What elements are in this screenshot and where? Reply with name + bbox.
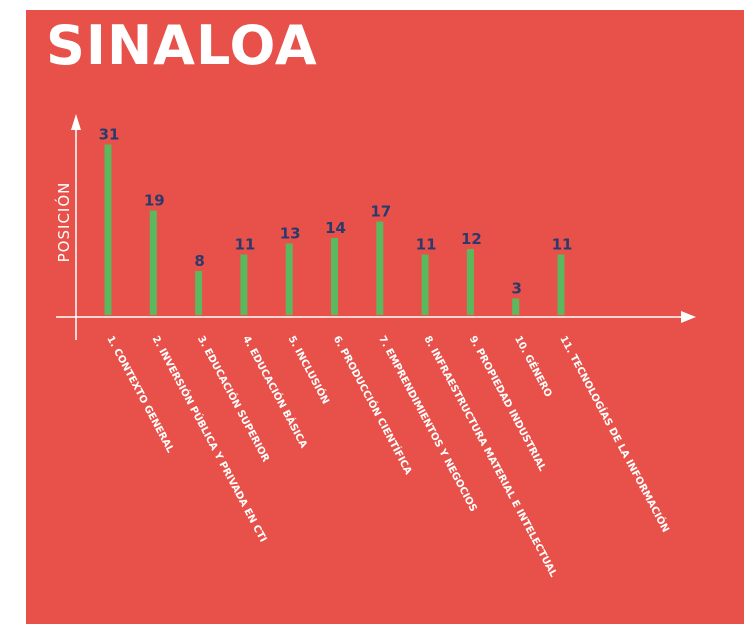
bar	[376, 221, 384, 315]
bar-value-label: 14	[325, 219, 346, 237]
category-label: 7. EMPRENDIMIENTOS Y NEGOCIOS	[376, 334, 478, 514]
y-axis-arrow-icon	[71, 114, 81, 130]
bars	[104, 144, 565, 315]
category-label: 5. INCLUSIÓN	[286, 333, 333, 406]
bar-value-label: 13	[280, 225, 301, 243]
bar-value-label: 11	[234, 236, 255, 254]
value-labels: 31 19 8 11 13 14 17 11 12 3 11	[99, 126, 573, 298]
bar-value-label: 11	[416, 236, 437, 254]
bar	[285, 243, 293, 315]
bar-value-label: 31	[99, 126, 120, 144]
bar-value-label: 11	[552, 236, 573, 254]
category-label: 11. TECNOLOGÍAS DE LA INFORMACIÓN	[557, 333, 672, 534]
y-axis-label: POSICIÓN	[54, 182, 73, 263]
bar-value-label: 19	[144, 192, 165, 210]
bar	[104, 144, 112, 315]
x-axis-arrow-icon	[681, 311, 696, 323]
bar	[466, 249, 474, 315]
bar	[421, 254, 429, 315]
category-label: 10. GÉNERO	[512, 333, 555, 399]
bar-value-label: 8	[194, 252, 204, 270]
category-label: 6. PRODUCCIÓN CIENTÍFICA	[331, 333, 416, 477]
bar	[512, 298, 520, 315]
bar-value-label: 3	[511, 280, 521, 298]
bar-value-label: 12	[461, 230, 482, 248]
chart-title: SINALOA	[46, 14, 318, 77]
bar	[149, 210, 157, 315]
axes: POSICIÓN	[54, 114, 696, 340]
bar-value-label: 17	[370, 203, 391, 221]
bar	[331, 238, 338, 315]
bar	[557, 254, 565, 315]
bar	[240, 254, 248, 315]
category-label: 9. PROPIEDAD INDUSTRIAL	[467, 334, 548, 474]
bar	[195, 271, 203, 315]
